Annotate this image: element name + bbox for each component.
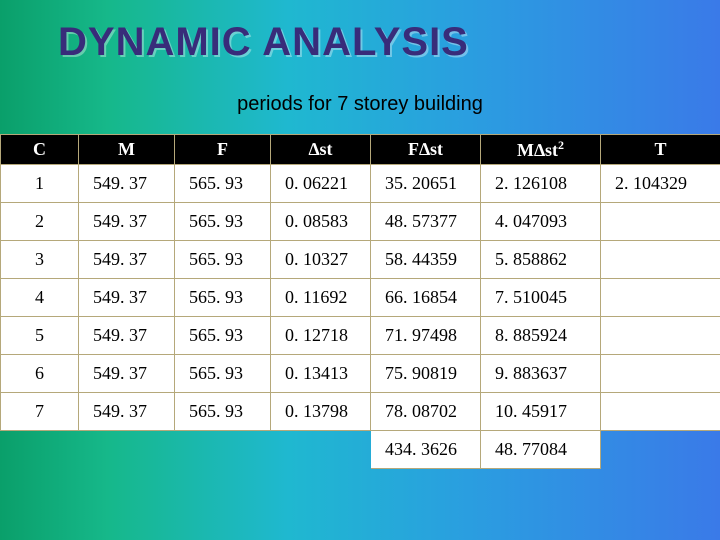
cell: 8. 885924	[481, 317, 601, 355]
cell-blank	[271, 431, 371, 469]
col-header-dst: ∆st	[271, 135, 371, 165]
table-row: 7 549. 37 565. 93 0. 13798 78. 08702 10.…	[1, 393, 720, 431]
cell: 2. 126108	[481, 165, 601, 203]
cell: 565. 93	[175, 355, 271, 393]
cell: 0. 08583	[271, 203, 371, 241]
cell: 0. 13798	[271, 393, 371, 431]
col-header-fdst: F∆st	[371, 135, 481, 165]
cell: 0. 13413	[271, 355, 371, 393]
cell	[601, 241, 720, 279]
cell-sum-mdst2: 48. 77084	[481, 431, 601, 469]
cell	[601, 355, 720, 393]
cell	[601, 317, 720, 355]
slide-subtitle: periods for 7 storey building	[0, 93, 720, 116]
cell: 48. 57377	[371, 203, 481, 241]
table-row: 6 549. 37 565. 93 0. 13413 75. 90819 9. …	[1, 355, 720, 393]
cell: 78. 08702	[371, 393, 481, 431]
cell: 0. 11692	[271, 279, 371, 317]
cell: 549. 37	[79, 393, 175, 431]
cell-blank	[1, 431, 79, 469]
cell: 549. 37	[79, 203, 175, 241]
cell: 565. 93	[175, 165, 271, 203]
cell: 565. 93	[175, 241, 271, 279]
col-header-f: F	[175, 135, 271, 165]
col-header-m: M	[79, 135, 175, 165]
table-row: 1 549. 37 565. 93 0. 06221 35. 20651 2. …	[1, 165, 720, 203]
cell-sum-fdst: 434. 3626	[371, 431, 481, 469]
cell: 1	[1, 165, 79, 203]
cell: 2. 104329	[601, 165, 720, 203]
cell: 6	[1, 355, 79, 393]
cell: 549. 37	[79, 355, 175, 393]
cell: 0. 06221	[271, 165, 371, 203]
cell: 565. 93	[175, 393, 271, 431]
cell-blank	[601, 431, 720, 469]
cell: 549. 37	[79, 165, 175, 203]
table-row: 4 549. 37 565. 93 0. 11692 66. 16854 7. …	[1, 279, 720, 317]
cell: 7. 510045	[481, 279, 601, 317]
cell: 0. 12718	[271, 317, 371, 355]
cell: 565. 93	[175, 317, 271, 355]
cell	[601, 279, 720, 317]
slide: DYNAMIC ANALYSIS periods for 7 storey bu…	[0, 0, 720, 540]
table-header-row: C M F ∆st F∆st M∆st2 T	[1, 135, 720, 165]
table-row: 5 549. 37 565. 93 0. 12718 71. 97498 8. …	[1, 317, 720, 355]
cell: 565. 93	[175, 203, 271, 241]
cell: 58. 44359	[371, 241, 481, 279]
cell: 9. 883637	[481, 355, 601, 393]
cell: 7	[1, 393, 79, 431]
data-table-wrap: C M F ∆st F∆st M∆st2 T 1 549. 37 565. 93…	[0, 134, 720, 469]
cell: 75. 90819	[371, 355, 481, 393]
cell: 66. 16854	[371, 279, 481, 317]
cell: 35. 20651	[371, 165, 481, 203]
table-row: 2 549. 37 565. 93 0. 08583 48. 57377 4. …	[1, 203, 720, 241]
cell: 10. 45917	[481, 393, 601, 431]
slide-title: DYNAMIC ANALYSIS	[0, 0, 720, 65]
table-summary-row: 434. 3626 48. 77084	[1, 431, 720, 469]
data-table: C M F ∆st F∆st M∆st2 T 1 549. 37 565. 93…	[0, 134, 720, 469]
table-row: 3 549. 37 565. 93 0. 10327 58. 44359 5. …	[1, 241, 720, 279]
cell: 5	[1, 317, 79, 355]
table-body: 1 549. 37 565. 93 0. 06221 35. 20651 2. …	[1, 165, 720, 469]
col-header-c: C	[1, 135, 79, 165]
cell: 3	[1, 241, 79, 279]
cell	[601, 393, 720, 431]
cell: 4	[1, 279, 79, 317]
col-header-mdst2: M∆st2	[481, 135, 601, 165]
cell: 0. 10327	[271, 241, 371, 279]
cell: 549. 37	[79, 279, 175, 317]
cell: 71. 97498	[371, 317, 481, 355]
cell: 565. 93	[175, 279, 271, 317]
cell-blank	[79, 431, 175, 469]
col-header-t: T	[601, 135, 720, 165]
cell: 549. 37	[79, 241, 175, 279]
cell: 5. 858862	[481, 241, 601, 279]
cell: 2	[1, 203, 79, 241]
cell: 549. 37	[79, 317, 175, 355]
cell-blank	[175, 431, 271, 469]
cell: 4. 047093	[481, 203, 601, 241]
cell	[601, 203, 720, 241]
